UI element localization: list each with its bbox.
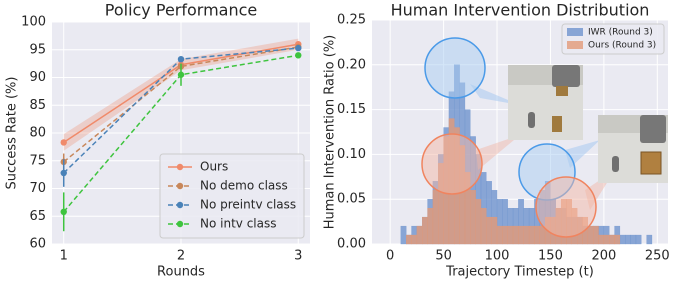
x-axis-label: Trajectory Timestep (t) [445,265,594,280]
legend-marker [176,220,184,228]
chart-title: Policy Performance [105,1,258,20]
histogram-bar [427,208,434,245]
highlight-circle [421,133,483,195]
histogram-bar [491,216,498,245]
histogram-bar [507,225,514,245]
legend-label: No intv class [200,217,276,231]
x-axis-label: Rounds [157,265,205,280]
highlight-circle [424,37,486,99]
x-tick-label: 0 [386,249,394,264]
y-tick-label: 0.20 [337,57,366,72]
histogram-bar [416,225,423,245]
y-tick-label: 65 [29,209,46,224]
histogram-bar [400,225,407,245]
y-tick-label: 90 [29,70,46,85]
series-line [63,46,299,163]
y-tick-label: 0.00 [337,237,366,252]
y-tick-label: 0.15 [337,102,366,117]
legend-marker [176,201,184,209]
legend-swatch [567,28,583,36]
x-tick-label: 1 [60,249,68,264]
histogram-bar [630,234,637,245]
data-point [295,44,302,52]
callout-wedge [470,84,520,105]
histogram-bar [598,234,605,245]
histogram-bar [523,225,530,245]
histogram-bar [502,225,508,245]
x-tick-label: 2 [177,249,185,264]
x-tick-label: 150 [538,249,563,264]
histogram-bar [512,225,519,245]
robot-image [508,65,583,140]
histogram-bar [528,225,535,245]
histogram-bar [486,216,492,245]
data-point [60,139,67,146]
histogram-bar [593,225,599,245]
callout-wedge [476,135,520,170]
illustrations [421,37,668,238]
y-axis-label: Human Intervention Ratio (%) [323,35,338,230]
x-tick-label: 100 [485,249,510,264]
robot-image [598,115,668,183]
y-tick-label: 95 [29,42,46,57]
histogram-bar [603,234,610,245]
data-point [60,208,67,216]
y-tick-label: 70 [29,181,46,196]
legend-label: No demo class [200,179,288,193]
x-tick-label: 250 [645,249,670,264]
histogram-bar [614,234,621,245]
histogram-bar [422,216,428,245]
legend-swatch [567,41,583,49]
legend-label: No preintv class [200,198,296,212]
legend-box [561,23,665,55]
histogram-bar [609,234,615,245]
histogram-bar [432,190,439,245]
histogram-bar [496,225,503,245]
callout-wedge [565,140,600,168]
y-tick-label: 0.10 [337,147,366,162]
chart-title: Human Intervention Distribution [391,1,650,20]
x-tick-label: 3 [294,249,302,264]
y-tick-label: 80 [29,126,46,141]
y-axis-label: Success Rate (%) [5,77,20,190]
histogram-bar [475,199,482,245]
y-tick-label: 75 [29,153,46,168]
histogram-bar [646,234,653,245]
y-tick-label: 0.05 [337,192,366,207]
legend-marker [176,182,184,190]
histogram-bar [518,225,524,245]
y-tick-label: 100 [21,15,46,30]
histogram-bar [625,234,631,245]
legend-box [159,153,305,239]
histogram-bar [411,234,418,245]
legend-label: IWR (Round 3) [588,28,653,38]
data-point [177,71,185,78]
legend-label: Ours [200,160,228,174]
histogram-bar [470,190,476,245]
data-point [295,52,302,59]
highlight-circle [535,176,597,238]
histogram-bar [534,225,540,245]
y-tick-label: 60 [29,237,46,252]
histogram-bar [635,234,642,245]
legend-label: Ours (Round 3) [588,41,656,51]
x-tick-label: 200 [591,249,616,264]
legend-marker [176,163,184,171]
x-tick-label: 50 [435,249,452,264]
y-tick-label: 85 [29,98,46,113]
histogram-bar [406,234,412,245]
histogram-bar [587,225,594,245]
y-tick-label: 0.25 [337,13,366,28]
data-point [177,55,185,63]
histogram-bar [480,208,487,245]
histogram-bar [619,234,626,245]
data-point [60,169,67,177]
